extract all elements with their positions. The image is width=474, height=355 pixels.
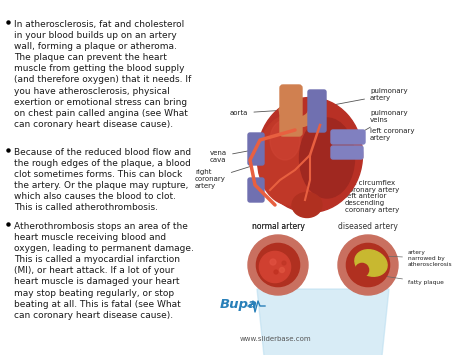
Circle shape [282, 261, 286, 265]
Ellipse shape [257, 98, 363, 213]
Text: pulmonary
veins: pulmonary veins [357, 110, 408, 135]
Ellipse shape [292, 192, 322, 218]
Text: right
coronary
artery: right coronary artery [195, 166, 252, 189]
Text: Atherothrombosis stops an area of the
heart muscle receiving blood and
oxygen, l: Atherothrombosis stops an area of the he… [14, 222, 194, 320]
Text: pulmonary
artery: pulmonary artery [320, 88, 408, 108]
Circle shape [280, 268, 284, 273]
Text: normal artery: normal artery [252, 222, 304, 231]
FancyBboxPatch shape [331, 146, 363, 159]
Text: aorta: aorta [230, 110, 284, 116]
FancyBboxPatch shape [331, 130, 365, 144]
Text: Because of the reduced blood flow and
the rough edges of the plaque, a blood
clo: Because of the reduced blood flow and th… [14, 148, 191, 213]
Text: vena
cava: vena cava [210, 150, 250, 163]
Text: left coronary
artery: left coronary artery [320, 128, 414, 141]
Circle shape [338, 235, 398, 295]
FancyBboxPatch shape [308, 90, 326, 132]
Circle shape [270, 259, 276, 265]
Text: normal artery: normal artery [252, 222, 304, 231]
Ellipse shape [270, 120, 300, 160]
Text: diseased artery: diseased artery [338, 222, 398, 231]
Text: left circumflex
coronary artery: left circumflex coronary artery [288, 180, 399, 193]
FancyBboxPatch shape [248, 178, 264, 202]
FancyBboxPatch shape [280, 85, 302, 136]
Ellipse shape [257, 115, 322, 205]
Circle shape [346, 244, 390, 286]
Circle shape [356, 263, 369, 277]
Text: left anterior
descending
coronary artery: left anterior descending coronary artery [312, 192, 399, 213]
Text: fatty plaque: fatty plaque [383, 276, 444, 285]
Circle shape [248, 235, 308, 295]
Text: In atherosclerosis, fat and cholesterol
in your blood builds up on an artery
wal: In atherosclerosis, fat and cholesterol … [14, 20, 191, 129]
Ellipse shape [300, 118, 355, 198]
Circle shape [259, 251, 291, 283]
Text: artery
narrowed by
atherosclerosis: artery narrowed by atherosclerosis [386, 250, 453, 267]
FancyBboxPatch shape [248, 133, 264, 165]
Circle shape [256, 244, 300, 286]
Text: Bupa: Bupa [220, 298, 258, 311]
Circle shape [274, 270, 278, 274]
Ellipse shape [355, 250, 387, 276]
Text: www.sliderbase.com: www.sliderbase.com [240, 336, 311, 342]
Polygon shape [257, 289, 389, 355]
